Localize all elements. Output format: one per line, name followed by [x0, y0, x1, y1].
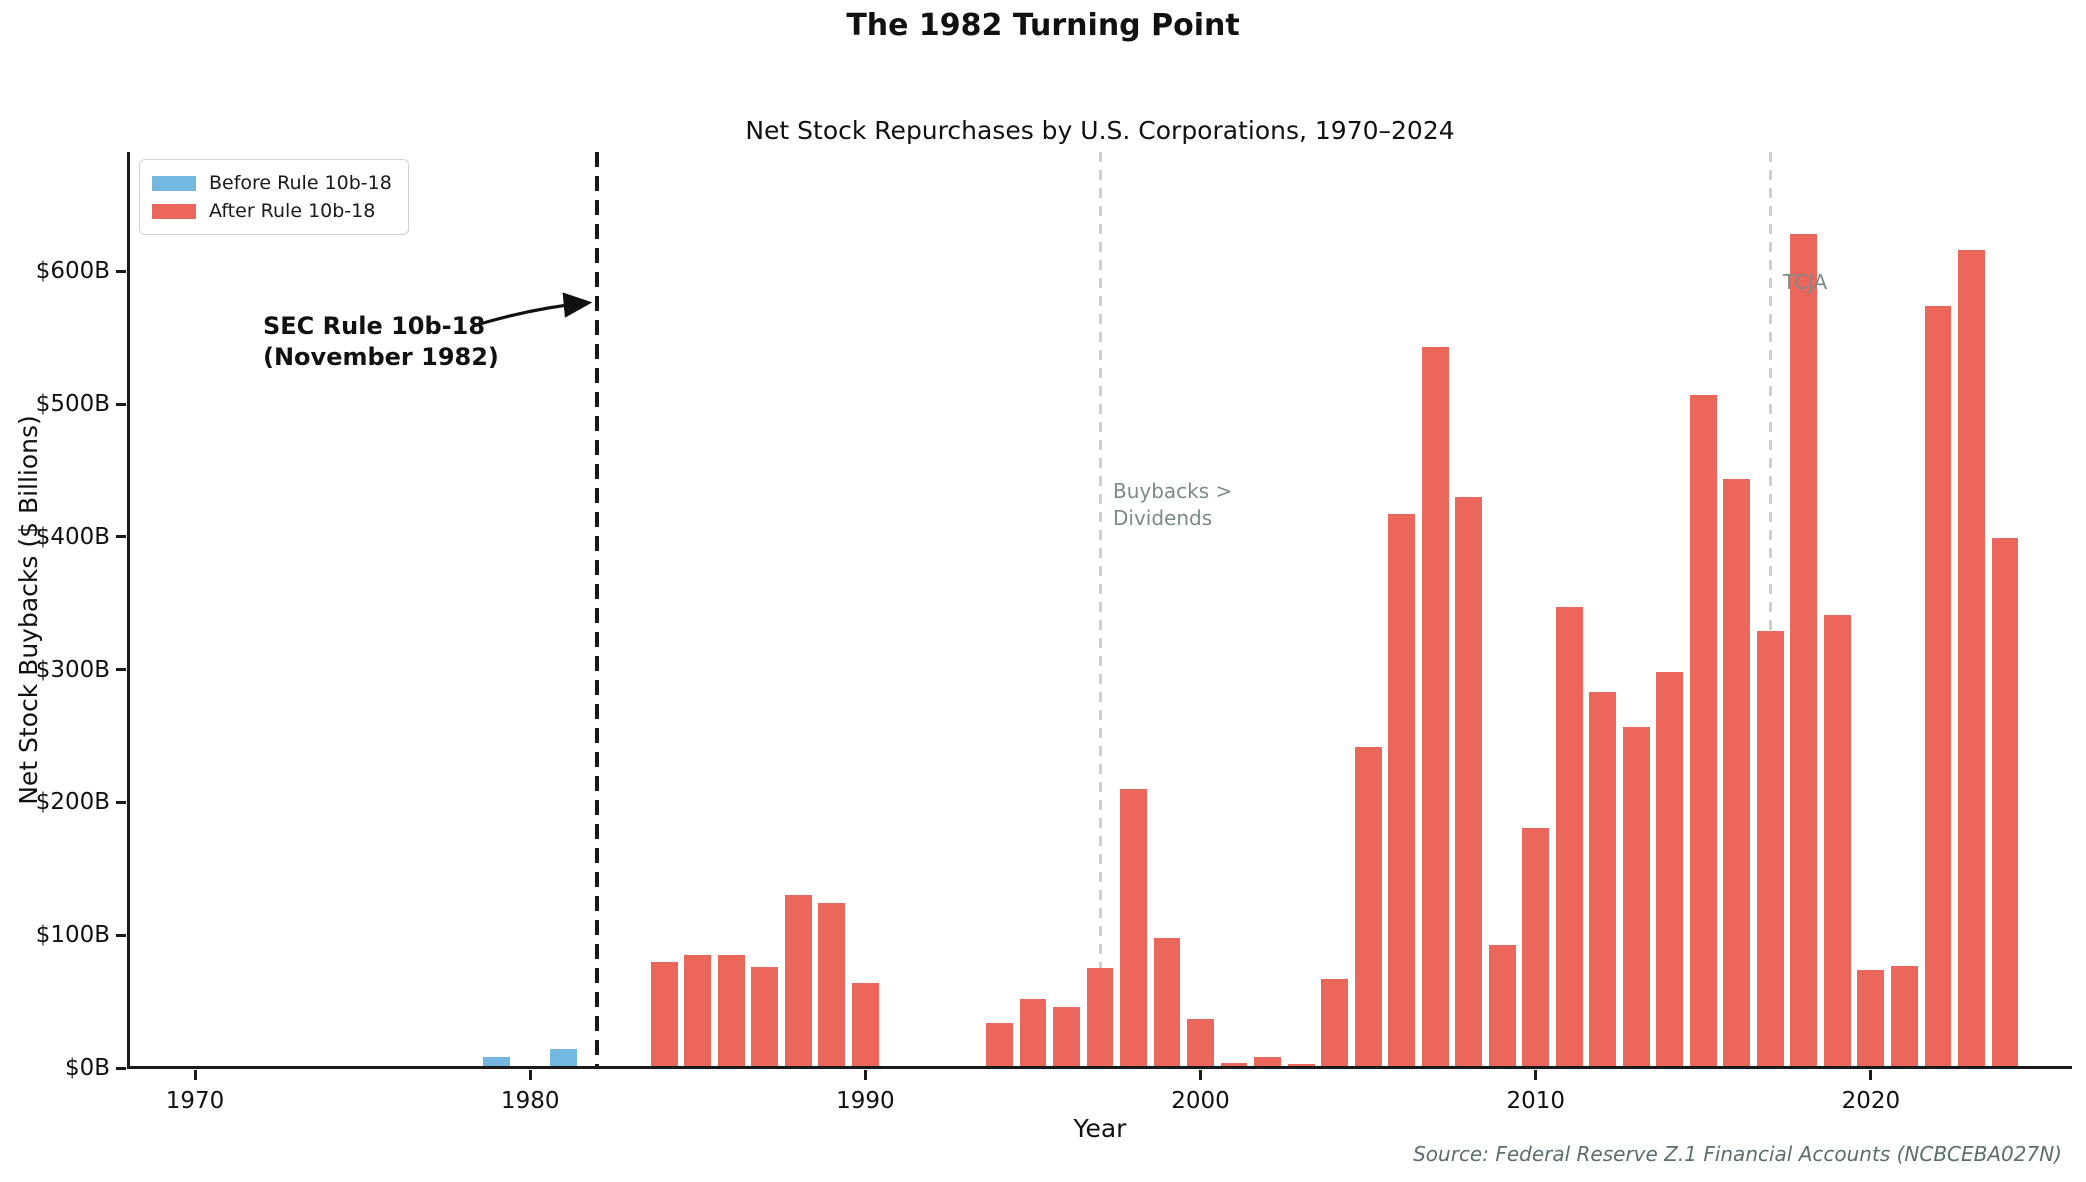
bar-1979	[483, 1057, 511, 1068]
bar-1986	[717, 955, 745, 1068]
y-tick-label-600: $600B	[35, 258, 110, 285]
y-tick-300	[116, 668, 126, 672]
bar-2010	[1522, 827, 1550, 1068]
bar-2005	[1354, 746, 1382, 1068]
y-tick-200	[116, 800, 126, 804]
bar-1990	[851, 983, 879, 1068]
legend-label-before: Before Rule 10b-18	[209, 172, 392, 194]
bar-2011	[1555, 607, 1583, 1068]
bar-2001	[1220, 1062, 1248, 1068]
bar-2016	[1723, 478, 1751, 1068]
tcja-note: TCJA	[1783, 270, 1828, 294]
y-tick-500	[116, 402, 126, 406]
chart-subtitle: Net Stock Repurchases by U.S. Corporatio…	[745, 116, 1455, 145]
x-tick-label-2000: 2000	[1171, 1088, 1230, 1114]
x-tick-2010	[1534, 1070, 1538, 1080]
bar-2023	[1958, 250, 1985, 1068]
bar-1995	[1019, 998, 1047, 1068]
y-tick-label-400: $400B	[35, 523, 110, 550]
x-tick-1980	[528, 1070, 532, 1080]
y-axis-spine	[127, 152, 130, 1068]
buybacks-gt-dividends-note: Buybacks > Dividends	[1113, 478, 1232, 532]
bar-1988	[784, 895, 812, 1068]
bar-2014	[1656, 672, 1684, 1068]
x-tick-label-2010: 2010	[1506, 1088, 1565, 1114]
y-tick-100	[116, 933, 126, 937]
annotation-arrow-icon	[472, 292, 593, 328]
y-tick-0	[116, 1066, 126, 1070]
plot-area: 1970 1980 1990 2000 2010 2020 $0B $100B $200B $30…	[36, 152, 2072, 1114]
x-tick-label-1980: 1980	[500, 1088, 560, 1114]
x-tick-label-1970: 1970	[165, 1088, 225, 1114]
bar-2004	[1321, 979, 1349, 1068]
bar-1989	[818, 903, 846, 1068]
x-tick-label-1990: 1990	[836, 1088, 895, 1114]
event-line-2017	[1768, 152, 1772, 1068]
sec-rule-annotation-line1: SEC Rule 10b-18	[263, 312, 486, 340]
y-tick-label-200: $200B	[35, 789, 110, 816]
event-line-1997	[1098, 152, 1102, 1068]
buybacks-note-line1: Buybacks >	[1113, 479, 1233, 503]
x-axis-spine	[127, 1066, 2072, 1069]
bar-1985	[684, 955, 712, 1068]
bar-1994	[986, 1022, 1013, 1068]
bar-2002	[1254, 1057, 1281, 1068]
bar-1996	[1053, 1006, 1080, 1068]
bar-2006	[1388, 514, 1416, 1068]
legend-swatch-after	[152, 203, 196, 219]
y-tick-label-300: $300B	[35, 656, 110, 683]
bar-2021	[1891, 965, 1918, 1068]
event-line-1982	[595, 152, 600, 1068]
legend: Before Rule 10b-18 After Rule 10b-18	[139, 159, 409, 235]
bar-2012	[1589, 692, 1617, 1068]
sec-rule-annotation: SEC Rule 10b-18 (November 1982)	[263, 311, 499, 373]
bar-1999	[1153, 937, 1181, 1068]
bar-2015	[1689, 394, 1717, 1068]
bar-1997	[1086, 968, 1114, 1068]
figure-title: The 1982 Turning Point	[846, 8, 1240, 43]
bar-2000	[1187, 1018, 1214, 1068]
bar-2022	[1924, 306, 1952, 1068]
bar-2008	[1455, 497, 1483, 1068]
buybacks-note-line2: Dividends	[1113, 506, 1213, 530]
bar-2009	[1488, 944, 1516, 1068]
y-tick-label-500: $500B	[35, 391, 110, 418]
x-tick-2000	[1199, 1070, 1203, 1080]
bar-2019	[1823, 615, 1851, 1068]
bar-2007	[1421, 347, 1449, 1068]
y-tick-400	[116, 535, 126, 539]
legend-item-before: Before Rule 10b-18	[152, 169, 392, 197]
y-tick-label-0: $0B	[64, 1055, 110, 1081]
bar-2024	[1991, 538, 2019, 1068]
bar-2018	[1790, 234, 1818, 1068]
legend-item-after: After Rule 10b-18	[152, 197, 392, 225]
bar-2017	[1756, 631, 1784, 1068]
y-axis-label: Net Stock Buybacks ($ Billions)	[14, 415, 43, 805]
bar-1984	[650, 961, 678, 1068]
bar-1981	[550, 1049, 578, 1068]
bar-1998	[1120, 789, 1147, 1068]
legend-label-after: After Rule 10b-18	[209, 200, 376, 222]
x-tick-1990	[863, 1070, 867, 1080]
x-tick-2020	[1869, 1070, 1873, 1080]
y-tick-label-100: $100B	[35, 922, 110, 949]
legend-swatch-before	[152, 175, 196, 191]
bar-1987	[751, 967, 779, 1068]
bar-2013	[1622, 726, 1650, 1068]
bar-2020	[1857, 969, 1885, 1068]
x-tick-label-2020: 2020	[1841, 1088, 1901, 1114]
y-tick-600	[116, 269, 126, 273]
x-axis-label: Year	[1073, 1114, 1127, 1143]
sec-rule-annotation-line2: (November 1982)	[263, 343, 499, 371]
x-tick-1970	[193, 1070, 197, 1080]
source-note: Source: Federal Reserve Z.1 Financial Ac…	[1413, 1142, 2062, 1166]
